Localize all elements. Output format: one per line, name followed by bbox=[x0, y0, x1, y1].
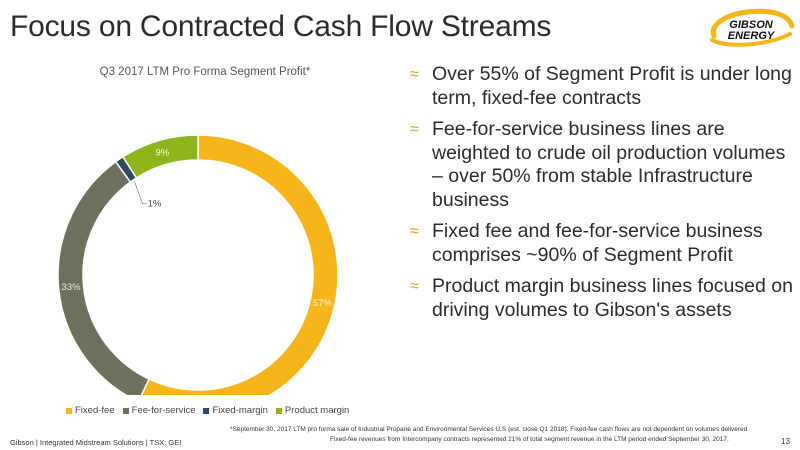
slide-title: Focus on Contracted Cash Flow Streams bbox=[10, 10, 552, 43]
bullet-item: ≈ Fixed fee and fee-for-service business … bbox=[410, 220, 795, 267]
leader-line-fixed-margin bbox=[134, 181, 147, 204]
legend-swatch bbox=[122, 407, 129, 414]
bullet-item: ≈ Over 55% of Segment Profit is under lon… bbox=[410, 63, 795, 110]
data-label-fixed-fee: 57% bbox=[313, 298, 333, 309]
legend-label: Fixed-fee bbox=[75, 405, 115, 416]
bullet-text: Fixed fee and fee-for-service business c… bbox=[432, 220, 763, 266]
slice-product-margin bbox=[121, 134, 199, 179]
bullet-text: Fee-for-service business lines are weigh… bbox=[432, 118, 786, 211]
bullet-marker-icon: ≈ bbox=[410, 278, 419, 295]
legend-swatch bbox=[203, 407, 210, 414]
bullet-marker-icon: ≈ bbox=[410, 223, 419, 240]
legend-label: Fixed-margin bbox=[212, 405, 268, 416]
bullet-list: ≈ Over 55% of Segment Profit is under lon… bbox=[410, 63, 795, 330]
legend-item-fixed-margin: Fixed-margin bbox=[203, 405, 268, 416]
legend-item-fee-for-service: Fee-for-service bbox=[122, 405, 196, 416]
gibson-energy-logo: GIBSON ENERGY bbox=[710, 8, 795, 47]
legend-swatch bbox=[66, 407, 72, 414]
data-label-fee-for-service: 33% bbox=[62, 282, 82, 293]
bullet-marker-icon: ≈ bbox=[410, 66, 419, 83]
bullet-text: Over 55% of Segment Profit is under long… bbox=[432, 63, 792, 109]
bullet-item: ≈ Product margin business lines focused o… bbox=[410, 275, 795, 322]
chart-legend: Fixed-fee Fee-for-service Fixed-margin Prod… bbox=[66, 405, 349, 416]
legend-item-product-margin: Product margin bbox=[275, 405, 350, 416]
logo-text-bottom: ENERGY bbox=[728, 30, 776, 42]
bullet-text: Product margin business lines focused on… bbox=[432, 275, 793, 321]
slide-footer: Gibson | Integrated Midstream Solutions … bbox=[10, 438, 182, 447]
legend-swatch bbox=[275, 407, 282, 414]
chart-title: Q3 2017 LTM Pro Forma Segment Profit* bbox=[99, 66, 311, 78]
logo-text-top: GIBSON bbox=[729, 19, 773, 31]
bullet-marker-icon: ≈ bbox=[410, 121, 419, 138]
legend-label: Product margin bbox=[284, 405, 350, 416]
donut-chart: 57% 33% 1% 9% bbox=[57, 134, 339, 395]
bullet-item: ≈ Fee-for-service business lines are weig… bbox=[410, 118, 795, 212]
legend-item-fixed-fee: Fixed-fee bbox=[66, 405, 115, 416]
legend-label: Fee-for-service bbox=[131, 405, 196, 416]
footnote: *September 30, 2017 LTM pro forma sale o… bbox=[230, 425, 770, 444]
page-number: 13 bbox=[781, 437, 790, 446]
footnote-line-2: Fixed-fee revenues from Intercompany con… bbox=[330, 435, 729, 443]
slice-fixed-fee bbox=[140, 134, 339, 395]
slice-fee-for-service bbox=[57, 160, 151, 395]
data-label-fixed-margin: 1% bbox=[148, 199, 162, 210]
footnote-line-1: *September 30, 2017 LTM pro forma sale o… bbox=[230, 426, 748, 433]
data-label-product-margin: 9% bbox=[156, 148, 170, 159]
